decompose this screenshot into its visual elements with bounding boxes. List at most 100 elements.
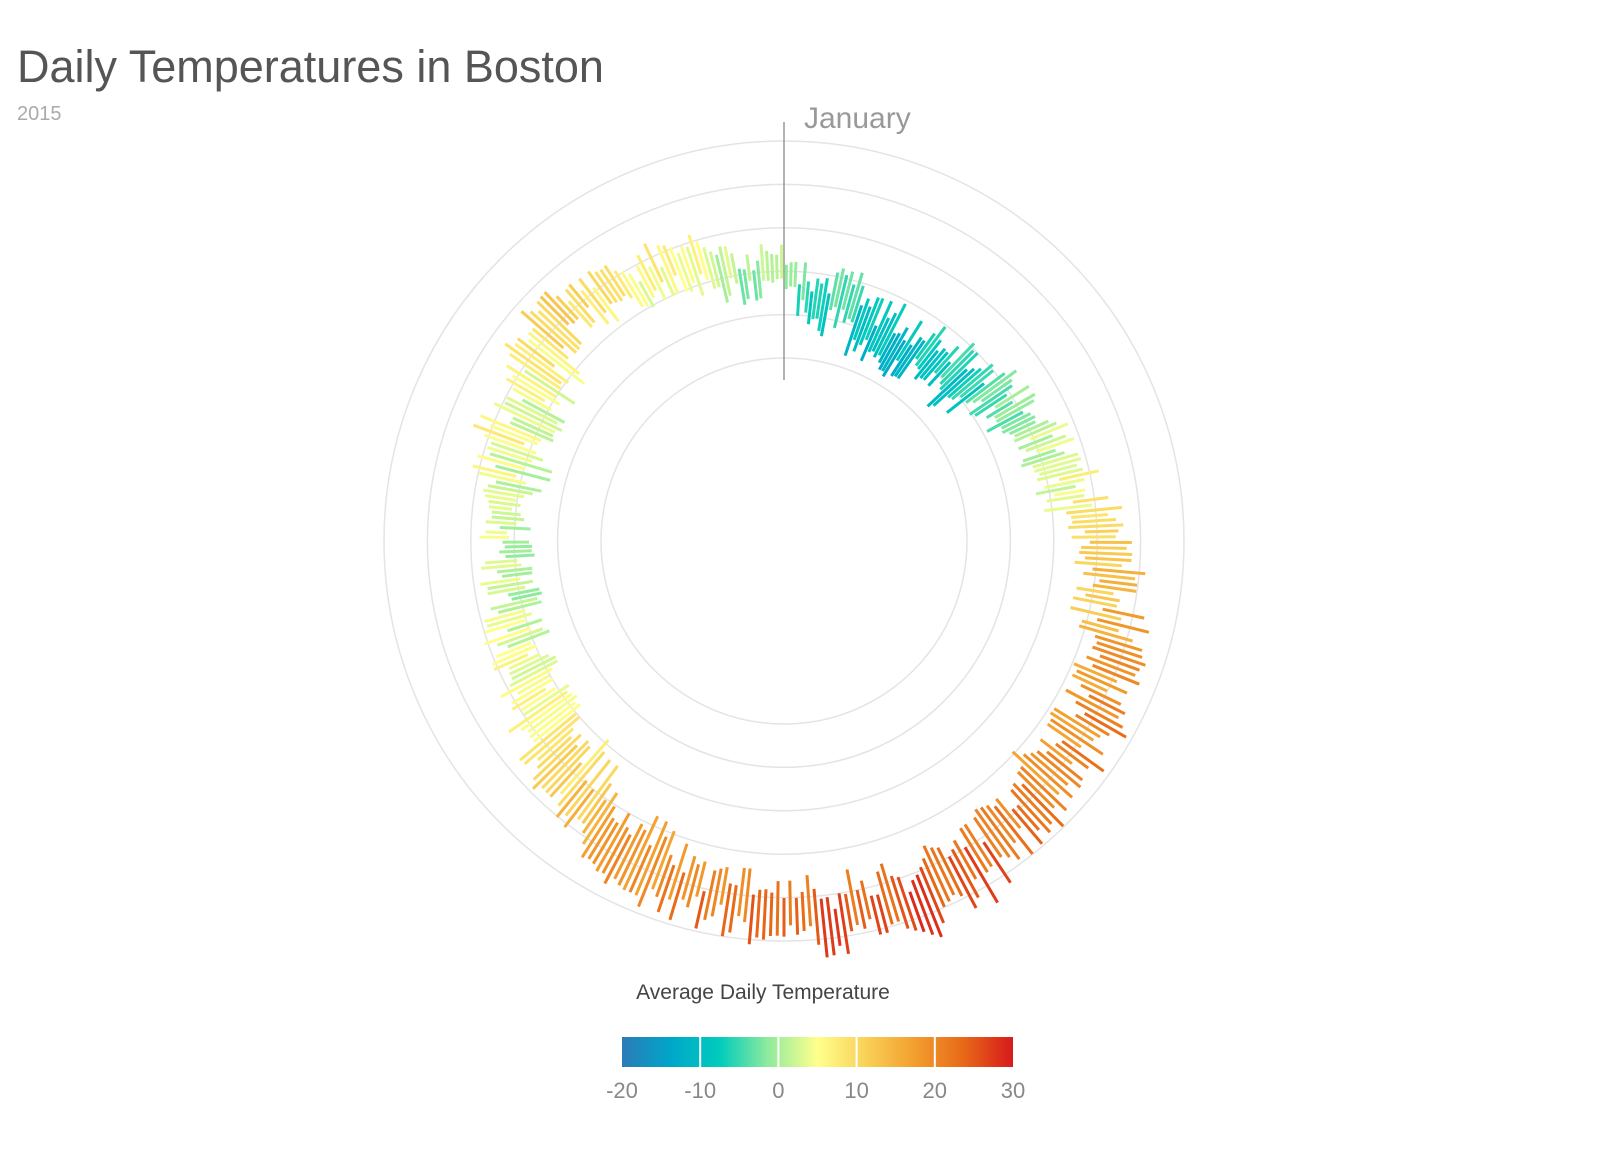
day-bar xyxy=(947,367,982,399)
day-bar xyxy=(679,245,696,284)
day-bar xyxy=(945,382,985,414)
day-bar xyxy=(1070,513,1108,519)
day-bar xyxy=(537,310,581,351)
day-bar xyxy=(581,782,613,825)
day-bar xyxy=(568,283,590,309)
day-bar xyxy=(951,363,994,401)
day-bar xyxy=(893,336,923,378)
day-bar xyxy=(728,884,738,933)
day-bar xyxy=(875,894,889,934)
day-bar xyxy=(563,788,595,829)
day-bar xyxy=(472,423,525,446)
day-bar xyxy=(487,585,526,596)
day-bar xyxy=(557,751,606,807)
day-bar xyxy=(601,826,630,874)
day-bar xyxy=(1083,571,1136,581)
day-bar xyxy=(527,338,586,385)
day-bar xyxy=(889,875,910,930)
day-bar xyxy=(687,234,703,275)
day-bar xyxy=(877,332,897,364)
legend-ticks: -20 -10 0 10 20 30 xyxy=(606,1037,1025,1103)
day-bar xyxy=(837,893,850,955)
day-bar xyxy=(543,291,576,325)
day-bar xyxy=(483,488,525,499)
day-bar xyxy=(1102,607,1145,620)
day-bar xyxy=(752,270,759,301)
day-bar xyxy=(578,277,607,314)
day-bar xyxy=(587,817,615,860)
day-bar xyxy=(527,694,578,733)
day-bar xyxy=(1092,663,1140,686)
day-bar xyxy=(523,716,581,765)
day-bar xyxy=(708,251,721,288)
day-bar xyxy=(852,298,871,341)
day-bar xyxy=(504,342,563,385)
day-bar xyxy=(495,641,532,659)
day-bar xyxy=(1058,469,1099,482)
day-bar xyxy=(1016,770,1056,809)
day-bar xyxy=(656,864,676,913)
day-bar xyxy=(509,659,559,688)
day-bar xyxy=(812,888,821,945)
day-bar xyxy=(819,293,831,337)
day-bar xyxy=(755,260,763,299)
day-bar xyxy=(564,288,596,324)
day-bar xyxy=(580,805,616,859)
day-bar xyxy=(933,345,960,374)
day-bar xyxy=(1080,683,1122,706)
day-bar xyxy=(804,281,811,313)
day-bar xyxy=(514,342,570,385)
day-bar xyxy=(743,868,752,923)
day-bar xyxy=(825,897,836,956)
day-bar xyxy=(1022,753,1074,799)
day-bar xyxy=(685,864,701,908)
day-bar xyxy=(635,265,656,299)
day-bar xyxy=(986,410,1024,433)
day-bar xyxy=(770,254,775,283)
day-bar xyxy=(859,325,878,362)
day-bar xyxy=(895,320,923,362)
day-bar xyxy=(1019,765,1068,812)
day-bar xyxy=(719,866,729,905)
day-bar xyxy=(811,278,820,320)
day-bar xyxy=(806,291,814,325)
day-bar xyxy=(1020,451,1065,468)
day-bar xyxy=(676,252,694,293)
day-bar xyxy=(947,855,978,909)
day-bar xyxy=(484,609,526,623)
day-bar xyxy=(842,284,856,323)
day-bar xyxy=(968,384,1013,416)
day-bar xyxy=(914,325,947,367)
day-bar xyxy=(508,690,568,734)
day-bar xyxy=(491,515,525,522)
legend-title: Average Daily Temperature xyxy=(636,981,890,1004)
day-bar xyxy=(536,300,583,346)
day-bar xyxy=(1088,694,1126,716)
day-bar xyxy=(994,392,1036,419)
day-bar xyxy=(1078,624,1134,643)
day-bar xyxy=(695,861,707,897)
day-bar xyxy=(959,827,989,873)
day-bar xyxy=(1029,422,1069,441)
day-bar xyxy=(638,280,655,308)
day-bar xyxy=(1011,808,1044,845)
day-bar xyxy=(484,494,517,502)
day-bar xyxy=(1075,700,1124,729)
day-bar xyxy=(1092,645,1146,667)
day-bar xyxy=(634,821,669,896)
day-bar xyxy=(567,300,594,329)
day-bar xyxy=(881,339,907,378)
day-bar xyxy=(488,499,521,508)
day-bar xyxy=(668,246,689,293)
day-bar xyxy=(479,414,542,443)
day-bar xyxy=(845,869,860,926)
day-bar xyxy=(915,874,943,938)
day-bar xyxy=(1079,550,1133,556)
day-bar xyxy=(504,401,563,433)
day-bar xyxy=(613,823,644,880)
day-bar xyxy=(1012,782,1053,825)
day-bar xyxy=(493,402,556,434)
day-bar xyxy=(477,454,526,471)
day-bar xyxy=(1054,488,1086,497)
day-bar xyxy=(864,297,885,341)
